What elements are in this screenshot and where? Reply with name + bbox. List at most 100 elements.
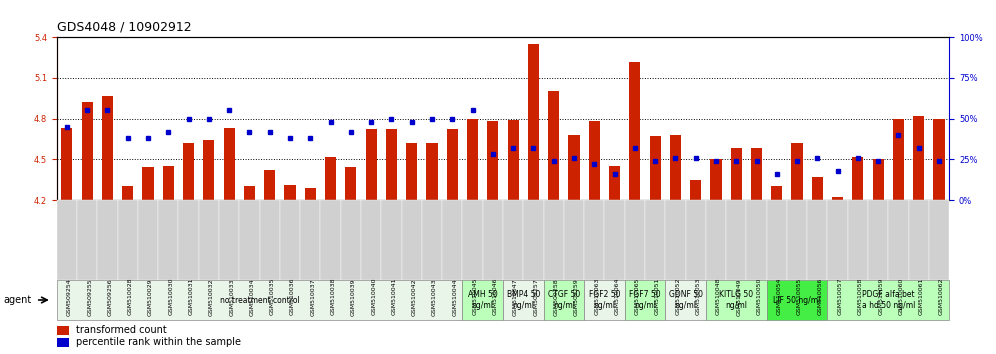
Text: GSM510033: GSM510033 — [229, 278, 234, 315]
Text: GSM510039: GSM510039 — [351, 278, 356, 315]
Text: GSM510055: GSM510055 — [797, 278, 802, 315]
Bar — [102, 96, 114, 200]
Text: no treatment control: no treatment control — [220, 296, 300, 304]
Text: GSM510035: GSM510035 — [270, 278, 275, 315]
Bar — [669, 135, 681, 200]
Bar — [731, 148, 742, 200]
Text: GSM510029: GSM510029 — [148, 278, 153, 315]
Text: GSM510038: GSM510038 — [331, 278, 336, 315]
Bar — [853, 156, 864, 200]
Bar — [487, 121, 498, 200]
Text: GSM509258: GSM509258 — [554, 278, 559, 315]
Text: GSM510058: GSM510058 — [858, 278, 863, 315]
Text: BMP4 50
ng/ml: BMP4 50 ng/ml — [507, 290, 540, 310]
Text: PDGF alfa bet
a hd 50 ng/ml: PDGF alfa bet a hd 50 ng/ml — [862, 290, 915, 310]
Bar — [244, 187, 255, 200]
Text: FGF7 50
ng/ml: FGF7 50 ng/ml — [629, 290, 660, 310]
Bar — [346, 167, 357, 200]
Text: GSM510054: GSM510054 — [777, 278, 782, 315]
Text: GSM510053: GSM510053 — [695, 278, 700, 315]
Bar — [528, 44, 539, 200]
Text: GSM510041: GSM510041 — [391, 278, 396, 315]
Text: CTGF 50
ng/ml: CTGF 50 ng/ml — [548, 290, 580, 310]
Bar — [264, 170, 275, 200]
Bar — [406, 143, 417, 200]
Bar — [812, 177, 823, 200]
Bar — [446, 130, 458, 200]
Bar — [426, 143, 437, 200]
Text: GSM510064: GSM510064 — [615, 278, 620, 315]
Text: GSM510028: GSM510028 — [127, 278, 132, 315]
Text: GSM510059: GSM510059 — [878, 278, 883, 315]
Text: GSM510044: GSM510044 — [452, 278, 457, 315]
Bar — [183, 143, 194, 200]
Text: GSM510030: GSM510030 — [168, 278, 173, 315]
Text: GSM510036: GSM510036 — [290, 278, 295, 315]
Bar — [325, 156, 337, 200]
Bar — [771, 187, 783, 200]
Text: GSM510031: GSM510031 — [188, 278, 193, 315]
Text: GDNF 50
ng/ml: GDNF 50 ng/ml — [668, 290, 702, 310]
Bar — [609, 166, 621, 200]
Bar — [832, 197, 844, 200]
Text: LIF 50 ng/ml: LIF 50 ng/ml — [773, 296, 821, 304]
Text: GSM509257: GSM509257 — [534, 278, 539, 316]
Bar — [649, 136, 660, 200]
Text: GSM510037: GSM510037 — [311, 278, 316, 315]
Bar — [710, 159, 721, 200]
Bar — [629, 62, 640, 200]
Text: FGF2 50
ng/ml: FGF2 50 ng/ml — [589, 290, 621, 310]
Bar — [467, 119, 478, 200]
Bar — [123, 187, 133, 200]
Bar — [913, 116, 924, 200]
Text: KITLG 50
ng/ml: KITLG 50 ng/ml — [719, 290, 753, 310]
Bar — [792, 143, 803, 200]
Bar — [223, 128, 235, 200]
Text: GSM510048: GSM510048 — [716, 278, 721, 315]
Text: GSM510042: GSM510042 — [411, 278, 416, 315]
Text: GSM510062: GSM510062 — [939, 278, 944, 315]
Bar — [285, 185, 296, 200]
Text: AMH 50
ng/ml: AMH 50 ng/ml — [468, 290, 498, 310]
Text: GSM510045: GSM510045 — [472, 278, 477, 315]
Text: GSM509256: GSM509256 — [108, 278, 113, 315]
Bar — [305, 188, 316, 200]
Bar — [82, 102, 93, 200]
Text: transformed count: transformed count — [76, 325, 166, 335]
Text: GSM509255: GSM509255 — [88, 278, 93, 315]
Bar — [751, 148, 762, 200]
Bar — [385, 130, 397, 200]
Bar — [62, 128, 73, 200]
Bar — [933, 119, 944, 200]
Bar — [203, 140, 214, 200]
Text: GSM510049: GSM510049 — [736, 278, 741, 315]
Text: GSM510060: GSM510060 — [898, 278, 903, 315]
Bar — [872, 159, 883, 200]
Bar — [589, 121, 600, 200]
Text: GSM510065: GSM510065 — [634, 278, 639, 315]
Text: GSM510043: GSM510043 — [432, 278, 437, 315]
Text: GSM510052: GSM510052 — [675, 278, 680, 315]
Text: GSM510034: GSM510034 — [249, 278, 254, 315]
Text: GDS4048 / 10902912: GDS4048 / 10902912 — [57, 21, 191, 34]
Bar — [569, 135, 580, 200]
Bar — [548, 91, 560, 200]
Text: GSM510032: GSM510032 — [209, 278, 214, 315]
Bar — [690, 180, 701, 200]
Text: GSM510056: GSM510056 — [818, 278, 823, 315]
Bar — [366, 130, 376, 200]
Text: GSM509254: GSM509254 — [67, 278, 72, 316]
Text: GSM510040: GSM510040 — [372, 278, 376, 315]
Text: GSM510061: GSM510061 — [918, 278, 923, 315]
Text: GSM510050: GSM510050 — [757, 278, 762, 315]
Bar — [892, 119, 904, 200]
Bar — [508, 120, 519, 200]
Text: GSM510057: GSM510057 — [838, 278, 843, 315]
Text: GSM510051: GSM510051 — [655, 278, 660, 315]
Text: percentile rank within the sample: percentile rank within the sample — [76, 337, 241, 348]
Bar — [162, 166, 174, 200]
Text: GSM510047: GSM510047 — [513, 278, 518, 315]
Bar — [142, 167, 153, 200]
Text: agent: agent — [3, 295, 31, 305]
Text: GSM510063: GSM510063 — [595, 278, 600, 315]
